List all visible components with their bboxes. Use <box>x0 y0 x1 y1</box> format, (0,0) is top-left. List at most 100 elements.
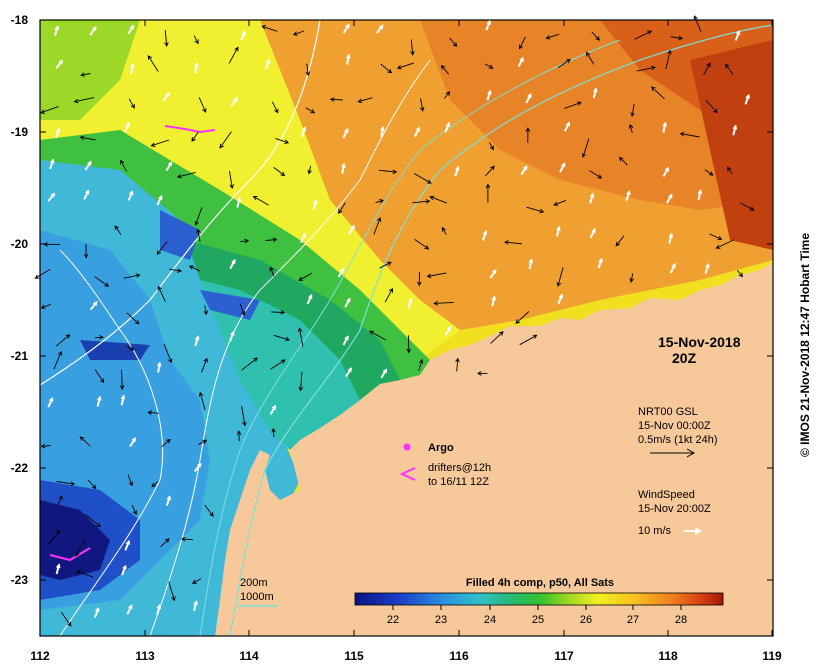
y-tick-label: -20 <box>11 237 29 251</box>
arrow-head <box>80 72 86 77</box>
current-arrow <box>299 328 304 347</box>
current-arrow <box>160 538 170 548</box>
arrow-head <box>515 319 521 324</box>
arrow-head <box>297 327 303 333</box>
arrow-head <box>647 30 653 35</box>
arrow-head <box>693 15 698 21</box>
current-arrow <box>670 36 683 39</box>
current-arrow <box>300 371 303 391</box>
current-arrow <box>636 66 655 72</box>
colorbar-tick-label: 27 <box>627 614 639 626</box>
current-arrow <box>168 268 182 272</box>
current-arrow <box>157 286 166 302</box>
arrow-head <box>54 25 60 31</box>
arrow-head <box>396 64 402 70</box>
arrow-head <box>566 58 571 64</box>
arrow-head <box>194 220 200 226</box>
current-arrow <box>229 170 233 189</box>
arrow-head <box>339 267 345 273</box>
arrow-head <box>307 169 312 175</box>
arrow-head <box>176 173 182 179</box>
arrow-head <box>591 227 596 233</box>
current-arrow <box>308 165 312 174</box>
arrow-head <box>664 167 669 172</box>
x-tick-label: 119 <box>762 649 782 663</box>
arrow-head <box>298 386 304 392</box>
current-arrow <box>273 334 290 341</box>
arrow-head <box>347 367 352 373</box>
current-arrow <box>123 274 140 279</box>
current-arrow <box>198 97 207 113</box>
current-arrow <box>228 47 239 64</box>
arrow-head <box>91 484 97 490</box>
current-scale-arrow <box>650 448 696 458</box>
arrow-head <box>667 49 672 55</box>
current-arrow <box>53 351 62 370</box>
current-arrow <box>120 160 127 172</box>
arrow-head <box>482 230 488 235</box>
arrow-head <box>55 563 61 569</box>
arrow-head <box>589 192 595 198</box>
arrow-head <box>150 142 156 147</box>
arrow-head <box>532 334 538 339</box>
arrow-head <box>40 443 46 449</box>
arrow-head <box>426 273 432 279</box>
current-arrow <box>716 239 734 249</box>
arrow-head <box>97 395 102 401</box>
arrow-head <box>705 263 710 268</box>
arrow-head <box>241 30 246 36</box>
arrow-head <box>735 30 741 36</box>
current-arrow <box>629 124 633 133</box>
arrow-head <box>188 265 194 270</box>
arrow-head <box>486 19 491 25</box>
current-arrow <box>84 513 101 527</box>
arrow-head <box>271 404 276 410</box>
arrow-head <box>58 495 63 500</box>
current-arrow <box>219 131 232 149</box>
arrow-head <box>128 604 133 610</box>
arrow-head <box>132 510 137 516</box>
arrow-head <box>280 310 286 315</box>
arrow-head <box>274 108 279 114</box>
current-arrow <box>41 445 51 447</box>
arrow-head <box>65 334 71 339</box>
arrow-head <box>134 319 140 325</box>
arrow-head <box>556 281 562 287</box>
current-arrow <box>94 369 105 383</box>
y-tick-label: -19 <box>11 125 29 139</box>
current-arrow <box>87 479 97 489</box>
arrow-head <box>379 199 384 204</box>
arrow-head <box>553 201 559 206</box>
isobath-1000-label: 1000m <box>240 591 274 603</box>
arrow-head <box>55 529 61 535</box>
current-arrow <box>204 305 207 315</box>
drifters-label-2: to 16/11 12Z <box>428 476 489 488</box>
current-arrow <box>57 495 63 506</box>
current-arrow <box>35 268 51 279</box>
arrow-head <box>272 237 278 243</box>
arrow-head <box>122 564 127 570</box>
current-arrow <box>489 142 494 150</box>
arrow-head <box>386 261 392 266</box>
arrow-head <box>236 430 242 435</box>
current-arrow <box>240 240 249 243</box>
current-arrow <box>410 39 414 55</box>
arrow-head <box>167 161 173 167</box>
arrow-head <box>350 224 355 230</box>
current-arrow <box>163 344 172 363</box>
current-arrow <box>273 167 285 176</box>
current-arrow <box>740 202 754 211</box>
x-tick-label: 116 <box>449 649 469 663</box>
arrow-head <box>191 137 196 142</box>
arrow-head <box>424 245 430 250</box>
arrow-head <box>556 225 561 231</box>
arrow-head <box>708 171 714 176</box>
map-time: 20Z <box>672 350 697 366</box>
arrow-head <box>196 228 201 234</box>
arrow-head <box>83 253 89 259</box>
arrow-head <box>668 193 673 199</box>
arrow-head <box>441 226 446 232</box>
arrow-head <box>280 171 286 177</box>
arrow-head <box>392 169 398 175</box>
